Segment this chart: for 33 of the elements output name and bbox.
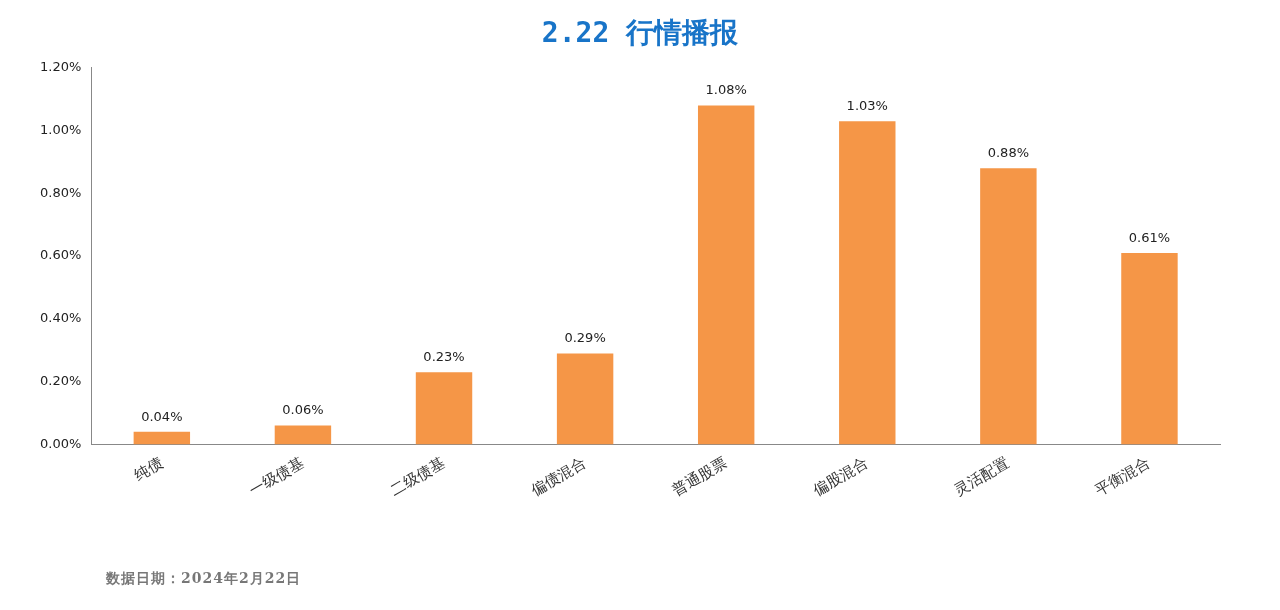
bar bbox=[1121, 252, 1178, 445]
bar bbox=[415, 372, 473, 445]
bar bbox=[839, 121, 896, 445]
data-label: 0.61% bbox=[1128, 229, 1171, 245]
data-label: 0.23% bbox=[423, 349, 465, 365]
y-tick-label: 1.00% bbox=[39, 121, 82, 137]
data-label: 1.03% bbox=[846, 98, 888, 114]
y-tick-label: 0.20% bbox=[39, 373, 82, 389]
text: 数据日期：2024年2月22日 bbox=[106, 570, 302, 588]
data-label: 0.04% bbox=[141, 408, 183, 424]
x-tick-label: 偏股混合 bbox=[810, 453, 872, 500]
data-label: 0.88% bbox=[987, 145, 1030, 161]
y-tick-label: 0.00% bbox=[39, 435, 82, 451]
y-tick-label: 0.40% bbox=[39, 310, 82, 326]
x-tick-label: 平衡混合 bbox=[1092, 453, 1154, 500]
data-label: 0.29% bbox=[564, 330, 606, 346]
chart-title: 2.22 行情播报 bbox=[540, 15, 740, 51]
x-tick-label: 灵活配置 bbox=[951, 453, 1013, 500]
bar bbox=[980, 168, 1037, 445]
y-tick-label: 0.60% bbox=[39, 247, 82, 263]
x-tick-label: 二级债基 bbox=[387, 453, 448, 500]
bar bbox=[697, 105, 755, 445]
y-tick-label: 1.20% bbox=[39, 59, 82, 75]
bar bbox=[133, 431, 191, 445]
data-label: 1.08% bbox=[705, 82, 747, 98]
bar bbox=[556, 353, 614, 445]
x-tick-label: 一级债基 bbox=[245, 453, 307, 500]
x-tick-label: 偏债混合 bbox=[528, 453, 590, 500]
bar bbox=[274, 425, 332, 445]
data-label: 0.06% bbox=[282, 402, 324, 418]
x-tick-label: 普通股票 bbox=[669, 453, 731, 500]
y-tick-label: 0.80% bbox=[39, 184, 82, 200]
x-tick-label: 纯债 bbox=[130, 453, 166, 485]
